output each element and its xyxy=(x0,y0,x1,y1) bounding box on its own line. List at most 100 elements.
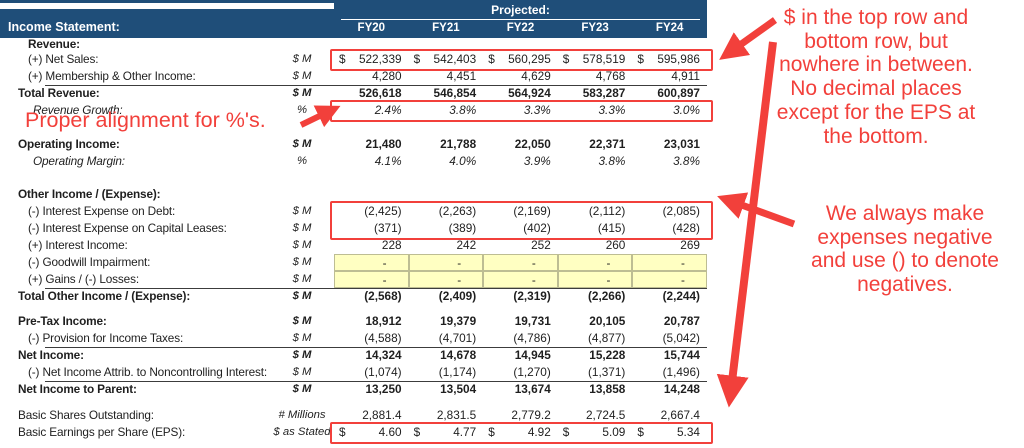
value-cell[interactable]: (2,112) xyxy=(588,204,626,218)
value-cell[interactable]: 2,831.5 xyxy=(436,408,477,422)
column-header[interactable]: FY21 xyxy=(432,21,460,34)
column-header[interactable]: FY23 xyxy=(581,21,609,34)
value-cell[interactable]: $5.34 xyxy=(637,425,700,439)
value-cell[interactable]: (1,270) xyxy=(513,365,551,379)
value-cell[interactable]: 13,504 xyxy=(440,382,477,396)
value-cell[interactable]: $522,339 xyxy=(339,52,402,66)
value-cell[interactable]: - xyxy=(632,254,707,271)
value-cell[interactable]: 3.3% xyxy=(598,103,626,117)
value-cell[interactable]: 14,678 xyxy=(440,348,477,362)
column-header[interactable]: FY20 xyxy=(357,21,386,34)
value-cell[interactable]: 526,618 xyxy=(358,86,402,100)
value-cell[interactable]: 23,031 xyxy=(663,137,700,151)
value-cell[interactable]: 4,451 xyxy=(446,69,477,83)
value-cell[interactable]: 15,228 xyxy=(589,348,626,362)
row-label[interactable]: (+) Gains / (-) Losses: xyxy=(28,272,139,286)
value-cell[interactable]: 21,480 xyxy=(365,137,402,151)
row-label[interactable]: Other Income / (Expense): xyxy=(18,187,161,201)
value-cell[interactable]: (1,371) xyxy=(587,365,626,379)
value-cell[interactable]: $4.60 xyxy=(339,425,402,439)
value-cell[interactable]: $5.09 xyxy=(562,425,626,439)
value-cell[interactable]: (4,701) xyxy=(438,331,477,345)
value-cell[interactable]: 19,731 xyxy=(514,314,551,328)
value-cell[interactable]: 546,854 xyxy=(433,86,477,100)
value-cell[interactable]: (415) xyxy=(597,221,626,235)
value-cell[interactable]: 3.9% xyxy=(523,154,551,168)
value-cell[interactable]: (402) xyxy=(523,221,551,235)
row-label[interactable]: (+) Interest Income: xyxy=(28,238,128,252)
value-cell[interactable]: (2,425) xyxy=(364,204,402,218)
value-cell[interactable]: - xyxy=(408,271,484,288)
value-cell[interactable]: 20,787 xyxy=(663,314,700,328)
row-label[interactable]: Operating Margin: xyxy=(33,154,125,168)
value-cell[interactable]: 19,379 xyxy=(440,314,477,328)
value-cell[interactable]: 21,788 xyxy=(440,137,477,151)
value-cell[interactable]: 4,629 xyxy=(521,69,551,83)
value-cell[interactable]: $578,519 xyxy=(562,52,626,66)
value-cell[interactable]: 14,324 xyxy=(365,348,402,362)
value-cell[interactable]: (1,174) xyxy=(438,365,477,379)
row-label[interactable]: Revenue Growth: xyxy=(33,103,123,117)
value-cell[interactable]: 4,911 xyxy=(671,69,700,83)
row-label[interactable]: (-) Goodwill Impairment: xyxy=(28,255,151,269)
value-cell[interactable]: - xyxy=(334,271,409,288)
value-cell[interactable]: - xyxy=(483,254,558,271)
value-cell[interactable]: (4,786) xyxy=(513,331,551,345)
value-cell[interactable]: - xyxy=(557,254,633,271)
value-cell[interactable]: $595,986 xyxy=(637,52,700,66)
column-header[interactable]: FY22 xyxy=(506,21,535,34)
value-cell[interactable]: 3.8% xyxy=(673,154,700,168)
row-label[interactable]: (+) Membership & Other Income: xyxy=(28,69,196,83)
value-cell[interactable]: (1,496) xyxy=(662,365,700,379)
value-cell[interactable]: 2,667.4 xyxy=(660,408,700,422)
value-cell[interactable]: (5,042) xyxy=(662,331,700,345)
value-cell[interactable]: 22,371 xyxy=(589,137,626,151)
value-cell[interactable]: 14,248 xyxy=(663,382,700,396)
value-cell[interactable]: (2,409) xyxy=(438,289,477,303)
value-cell[interactable]: $560,295 xyxy=(488,52,551,66)
row-label[interactable]: Net Income: xyxy=(18,348,84,362)
row-label[interactable]: (-) Interest Expense on Capital Leases: xyxy=(28,221,227,235)
value-cell[interactable]: - xyxy=(408,254,484,271)
value-cell[interactable]: - xyxy=(557,271,633,288)
row-label[interactable]: (-) Interest Expense on Debt: xyxy=(28,204,176,218)
row-label[interactable]: Revenue: xyxy=(28,37,80,51)
value-cell[interactable]: - xyxy=(632,271,707,288)
value-cell[interactable]: (2,568) xyxy=(364,289,402,303)
row-label[interactable]: Pre-Tax Income: xyxy=(18,314,107,328)
value-cell[interactable]: (2,266) xyxy=(587,289,626,303)
value-cell[interactable]: 4.1% xyxy=(374,154,402,168)
value-cell[interactable]: 3.3% xyxy=(523,103,551,117)
value-cell[interactable]: 13,674 xyxy=(514,382,551,396)
value-cell[interactable]: (2,169) xyxy=(513,204,551,218)
row-label[interactable]: (-) Provision for Income Taxes: xyxy=(28,331,184,345)
value-cell[interactable]: 18,912 xyxy=(365,314,402,328)
value-cell[interactable]: 15,744 xyxy=(663,348,700,362)
value-cell[interactable]: 13,858 xyxy=(589,382,626,396)
value-cell[interactable]: 3.8% xyxy=(449,103,477,117)
value-cell[interactable]: 4,280 xyxy=(372,69,402,83)
value-cell[interactable]: 260 xyxy=(605,238,626,252)
value-cell[interactable]: (389) xyxy=(448,221,477,235)
row-label[interactable]: Net Income to Parent: xyxy=(18,382,137,396)
value-cell[interactable]: $4.92 xyxy=(488,425,551,439)
value-cell[interactable]: 564,924 xyxy=(508,86,551,100)
value-cell[interactable]: 2,724.5 xyxy=(586,408,626,422)
value-cell[interactable]: (1,074) xyxy=(364,365,402,379)
value-cell[interactable]: (428) xyxy=(672,221,700,235)
value-cell[interactable]: (2,244) xyxy=(662,289,700,303)
row-label[interactable]: Total Revenue: xyxy=(18,86,100,100)
value-cell[interactable]: 4,768 xyxy=(595,69,626,83)
value-cell[interactable]: 4.0% xyxy=(449,154,477,168)
value-cell[interactable]: (2,263) xyxy=(438,204,477,218)
column-header[interactable]: FY24 xyxy=(655,21,684,34)
value-cell[interactable]: $4.77 xyxy=(413,425,477,439)
value-cell[interactable]: 13,250 xyxy=(365,382,402,396)
value-cell[interactable]: 600,897 xyxy=(657,86,700,100)
value-cell[interactable]: 228 xyxy=(381,238,402,252)
value-cell[interactable]: (4,877) xyxy=(587,331,626,345)
value-cell[interactable]: 242 xyxy=(456,238,477,252)
value-cell[interactable]: 269 xyxy=(680,238,700,252)
value-cell[interactable]: 3.0% xyxy=(673,103,700,117)
value-cell[interactable]: 20,105 xyxy=(589,314,626,328)
